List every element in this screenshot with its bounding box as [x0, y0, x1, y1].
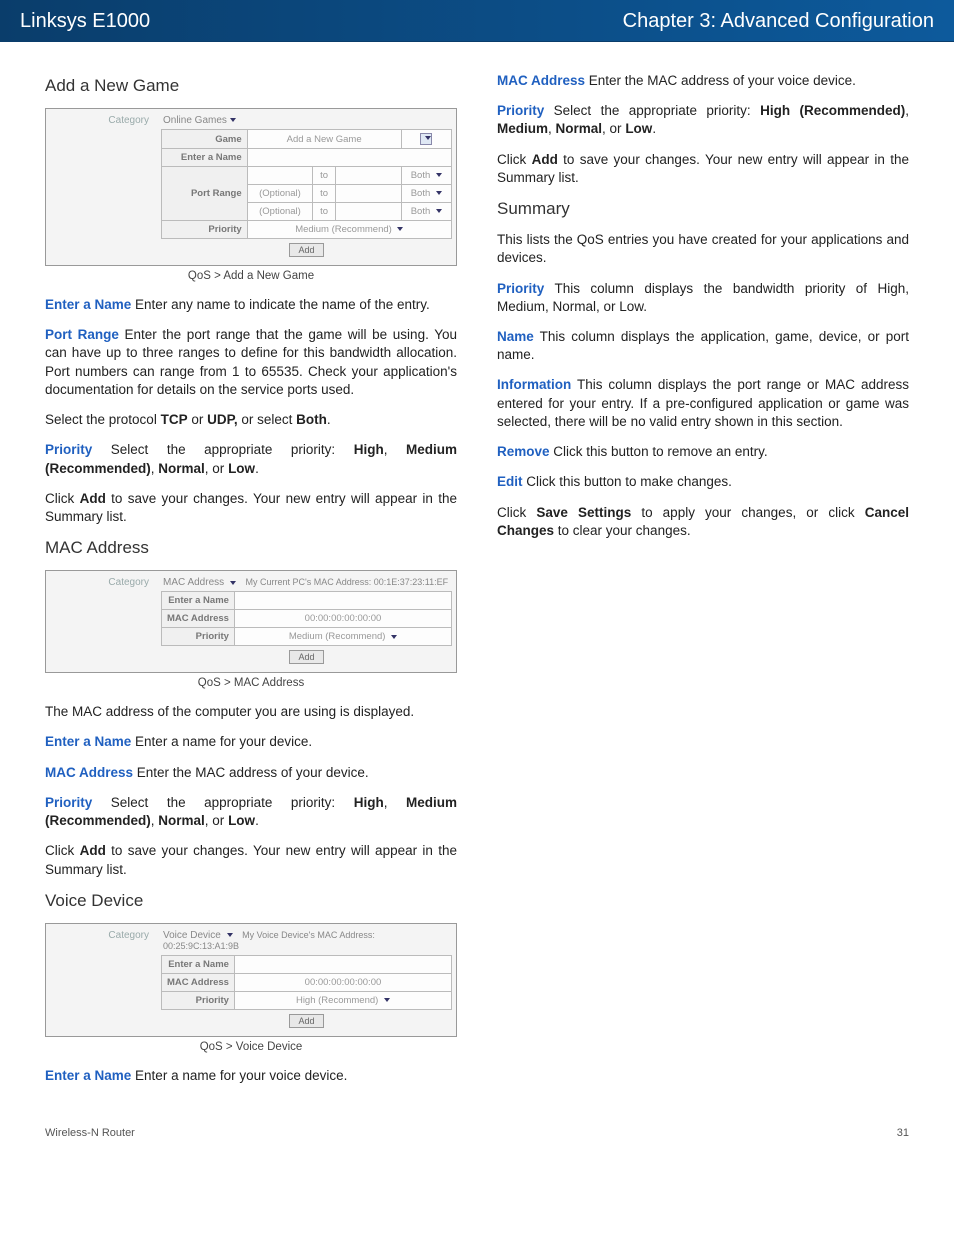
mac-input[interactable]: 00:00:00:00:00:00 [234, 973, 451, 991]
to-label: to [313, 203, 336, 221]
paragraph: Information This column displays the por… [497, 376, 909, 431]
right-column: MAC Address Enter the MAC address of you… [497, 72, 909, 1097]
game-dropdown[interactable]: Add a New Game [247, 130, 401, 149]
port-from-input[interactable]: (Optional) [247, 185, 313, 203]
qos-add-game-screenshot: Category Online Games Game Add a New Gam… [45, 108, 457, 266]
priority-dropdown[interactable]: Medium (Recommend) [234, 628, 451, 646]
add-button[interactable]: Add [289, 1014, 323, 1028]
game-label: Game [162, 130, 248, 149]
section-voice-device: Voice Device [45, 891, 457, 911]
paragraph: Enter a Name Enter any name to indicate … [45, 296, 457, 314]
chevron-down-icon [436, 173, 442, 177]
header-product: Linksys E1000 [20, 10, 150, 33]
category-dropdown[interactable]: MAC Address [163, 577, 236, 588]
name-input[interactable] [234, 955, 451, 973]
screenshot-caption: QoS > MAC Address [45, 677, 457, 689]
priority-label: Priority [162, 221, 248, 239]
paragraph: Port Range Enter the port range that the… [45, 326, 457, 399]
name-input[interactable] [247, 149, 451, 167]
paragraph: Click Save Settings to apply your change… [497, 504, 909, 540]
paragraph: This lists the QoS entries you have crea… [497, 231, 909, 267]
paragraph: MAC Address Enter the MAC address of you… [45, 764, 457, 782]
mac-label: MAC Address [162, 610, 235, 628]
footer-product: Wireless-N Router [45, 1127, 135, 1139]
paragraph: Edit Click this button to make changes. [497, 473, 909, 491]
section-summary: Summary [497, 199, 909, 219]
protocol-dropdown[interactable]: Both [401, 185, 451, 203]
chevron-down-icon [391, 635, 397, 639]
footer-page-number: 31 [897, 1127, 909, 1139]
name-input[interactable] [234, 592, 451, 610]
paragraph: MAC Address Enter the MAC address of you… [497, 72, 909, 90]
chevron-down-icon [227, 933, 233, 937]
category-label: Category [52, 113, 155, 126]
port-to-input[interactable] [335, 203, 401, 221]
port-to-input[interactable] [335, 167, 401, 185]
current-mac-note: My Current PC's MAC Address: 00:1E:37:23… [241, 577, 448, 587]
chevron-down-icon[interactable] [420, 133, 432, 145]
mac-label: MAC Address [162, 973, 235, 991]
content: Add a New Game Category Online Games Gam… [0, 42, 954, 1117]
paragraph: Enter a Name Enter a name for your devic… [45, 733, 457, 751]
to-label: to [313, 185, 336, 203]
paragraph: Priority Select the appropriate priority… [45, 441, 457, 477]
paragraph: The MAC address of the computer you are … [45, 703, 457, 721]
paragraph: Click Add to save your changes. Your new… [45, 842, 457, 878]
paragraph: Priority Select the appropriate priority… [497, 102, 909, 138]
port-range-label: Port Range [162, 167, 248, 221]
paragraph: Select the protocol TCP or UDP, or selec… [45, 411, 457, 429]
qos-mac-screenshot: Category MAC Address My Current PC's MAC… [45, 570, 457, 673]
port-from-input[interactable] [247, 167, 313, 185]
paragraph: Click Add to save your changes. Your new… [45, 490, 457, 526]
chevron-down-icon [230, 118, 236, 122]
screenshot-caption: QoS > Voice Device [45, 1041, 457, 1053]
footer: Wireless-N Router 31 [0, 1117, 954, 1164]
paragraph: Priority This column displays the bandwi… [497, 280, 909, 316]
category-dropdown[interactable]: Voice Device [163, 930, 233, 941]
paragraph: Enter a Name Enter a name for your voice… [45, 1067, 457, 1085]
to-label: to [313, 167, 336, 185]
name-label: Enter a Name [162, 955, 235, 973]
header-bar: Linksys E1000 Chapter 3: Advanced Config… [0, 0, 954, 42]
qos-voice-screenshot: Category Voice Device My Voice Device's … [45, 923, 457, 1037]
category-label: Category [52, 575, 155, 588]
priority-dropdown[interactable]: High (Recommend) [234, 991, 451, 1009]
chevron-down-icon [436, 209, 442, 213]
port-to-input[interactable] [335, 185, 401, 203]
category-label: Category [52, 928, 155, 941]
add-button[interactable]: Add [289, 650, 323, 664]
header-chapter: Chapter 3: Advanced Configuration [623, 10, 934, 33]
chevron-down-icon [436, 191, 442, 195]
protocol-dropdown[interactable]: Both [401, 167, 451, 185]
chevron-down-icon [384, 998, 390, 1002]
name-label: Enter a Name [162, 149, 248, 167]
section-add-game: Add a New Game [45, 76, 457, 96]
priority-dropdown[interactable]: Medium (Recommend) [247, 221, 451, 239]
paragraph: Click Add to save your changes. Your new… [497, 151, 909, 187]
port-from-input[interactable]: (Optional) [247, 203, 313, 221]
paragraph: Name This column displays the applicatio… [497, 328, 909, 364]
chevron-down-icon [230, 581, 236, 585]
paragraph: Remove Click this button to remove an en… [497, 443, 909, 461]
protocol-dropdown[interactable]: Both [401, 203, 451, 221]
mac-input[interactable]: 00:00:00:00:00:00 [234, 610, 451, 628]
priority-label: Priority [162, 991, 235, 1009]
priority-label: Priority [162, 628, 235, 646]
paragraph: Priority Select the appropriate priority… [45, 794, 457, 830]
chevron-down-icon [397, 227, 403, 231]
name-label: Enter a Name [162, 592, 235, 610]
left-column: Add a New Game Category Online Games Gam… [45, 72, 457, 1097]
section-mac-address: MAC Address [45, 538, 457, 558]
category-dropdown[interactable]: Online Games [161, 113, 452, 129]
add-button[interactable]: Add [289, 243, 323, 257]
screenshot-caption: QoS > Add a New Game [45, 270, 457, 282]
